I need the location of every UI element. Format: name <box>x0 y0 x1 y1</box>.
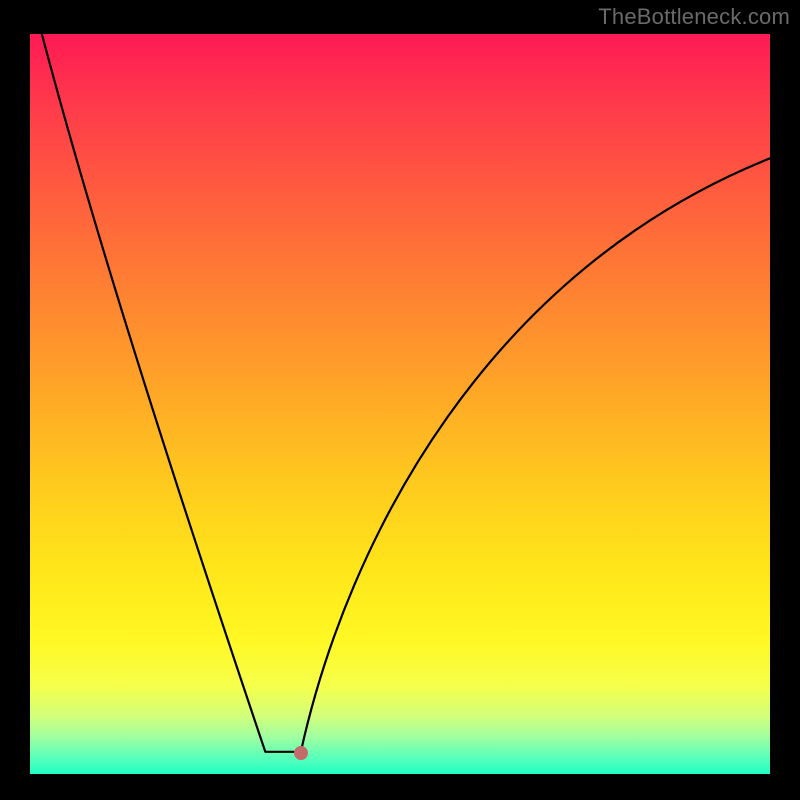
plot-area <box>30 34 770 774</box>
bottleneck-curve <box>30 34 770 774</box>
watermark-text: TheBottleneck.com <box>598 4 790 30</box>
minimum-marker <box>294 746 308 760</box>
